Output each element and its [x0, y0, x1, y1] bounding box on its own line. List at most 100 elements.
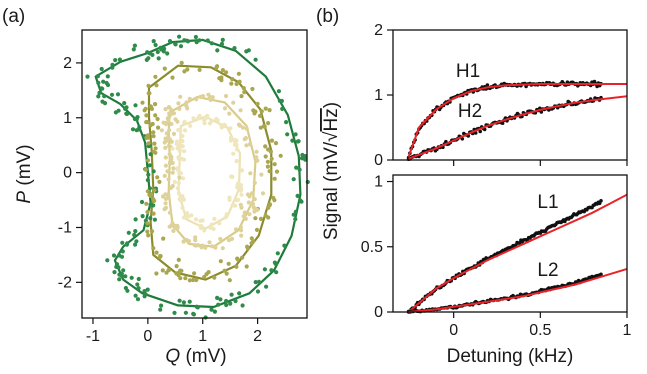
phase-point-1-45: [192, 271, 197, 276]
phase-point-0-173: [295, 139, 300, 144]
phase-point-1-90: [249, 236, 254, 241]
phase-point-1-1: [263, 154, 268, 159]
phase-point-3-75: [235, 147, 240, 152]
phase-point-1-145: [224, 70, 229, 75]
phase-point-0-145: [130, 127, 136, 132]
phase-point-0-23: [275, 251, 280, 256]
phase-point-1-63: [152, 188, 157, 193]
phase-point-0-150: [96, 94, 101, 99]
signal-point-H2-48: [478, 129, 483, 134]
phase-point-0-180: [102, 94, 107, 99]
phase-point-0-100: [293, 209, 298, 214]
phase-point-0-5: [293, 217, 298, 222]
x-axis-unit: (mV): [180, 346, 226, 367]
phase-point-1-68: [240, 255, 245, 260]
phase-point-3-12: [193, 217, 199, 222]
signal-y-tick-label: 2: [374, 22, 383, 39]
phase-point-2-93: [242, 210, 247, 215]
phase-point-0-60: [264, 284, 269, 289]
phase-point-3-60: [191, 116, 196, 121]
phase-point-1-139: [266, 215, 271, 220]
phase-point-1-102: [204, 272, 209, 277]
phase-point-3-82: [239, 168, 245, 173]
phase-point-1-52: [145, 158, 151, 163]
phase-point-1-81: [151, 211, 156, 216]
phase-point-3-47: [197, 113, 202, 118]
phase-point-2-80: [163, 201, 168, 206]
phase-point-1-72: [144, 113, 149, 118]
signal-y-tick-label: 1: [374, 174, 383, 191]
phase-point-0-13: [253, 57, 258, 62]
phase-point-3-71: [230, 174, 235, 179]
phase-point-0-131: [124, 111, 129, 116]
phase-point-2-28: [171, 166, 176, 171]
phase-point-0-142: [151, 203, 156, 208]
phase-point-0-160: [256, 279, 262, 284]
phase-point-0-120: [109, 92, 115, 97]
phase-x-tick-label: 2: [253, 328, 262, 345]
phase-point-1-135: [146, 83, 151, 88]
phase-point-3-6: [231, 151, 236, 156]
phase-point-0-16: [100, 99, 105, 104]
phase-point-3-80: [182, 149, 187, 154]
phase-point-3-45: [234, 142, 239, 147]
fit-curve-H1: [407, 83, 627, 158]
phase-point-2-89: [252, 209, 257, 214]
phase-point-3-91: [179, 156, 184, 161]
phase-point-0-52: [133, 103, 138, 108]
phase-point-1-110: [219, 78, 224, 83]
phase-point-1-141: [158, 254, 163, 259]
phase-point-0-53: [280, 106, 285, 111]
phase-point-0-137: [186, 39, 191, 44]
phase-point-2-88: [247, 142, 252, 147]
phase-point-0-163: [114, 262, 120, 267]
signal-low-series-labels: L1 L2: [537, 192, 558, 281]
phase-point-3-85: [182, 121, 187, 126]
phase-point-0-113: [212, 309, 217, 314]
phase-point-1-149: [266, 205, 271, 210]
phase-point-1-24: [153, 113, 158, 118]
signal-axis-prefix: Signal (mV/√: [321, 131, 342, 240]
phase-point-3-89: [211, 226, 216, 232]
phase-point-2-6: [252, 180, 257, 185]
phase-point-1-37: [153, 102, 158, 107]
fit-curve-L1: [407, 193, 628, 313]
phase-point-3-33: [222, 122, 227, 127]
phase-point-1-107: [214, 65, 219, 70]
phase-point-2-130: [176, 101, 181, 106]
phase-point-0-164: [143, 292, 148, 297]
phase-point-2-61: [171, 228, 176, 233]
phase-point-1-92: [143, 167, 148, 172]
phase-point-1-143: [176, 257, 181, 262]
phase-point-1-7: [253, 216, 258, 221]
phase-point-2-41: [241, 214, 246, 219]
phase-point-2-35: [222, 106, 228, 111]
phase-point-0-122: [146, 56, 151, 61]
phase-point-1-50: [154, 250, 159, 255]
phase-point-3-92: [238, 188, 243, 193]
phase-point-0-35: [158, 307, 163, 312]
phase-space-x-axis-title: Q (mV): [165, 346, 226, 367]
phase-point-0-157: [104, 80, 109, 86]
phase-point-1-105: [226, 261, 231, 266]
signal-high-plot: 0 1 2 H1 H2: [374, 22, 628, 169]
phase-point-3-74: [201, 117, 207, 122]
phase-point-2-106: [166, 192, 171, 197]
phase-point-0-88: [224, 302, 229, 308]
phase-point-1-94: [140, 100, 145, 105]
phase-point-0-42: [133, 229, 138, 234]
phase-point-2-104: [238, 108, 243, 113]
signal-high-series-labels: H1 H2: [456, 61, 482, 122]
phase-point-0-132: [291, 212, 296, 217]
phase-point-2-25: [248, 171, 253, 176]
phase-point-2-31: [227, 111, 232, 116]
phase-point-3-99: [172, 179, 177, 184]
phase-x-tick-label: -1: [86, 328, 100, 345]
phase-point-1-75: [151, 197, 156, 202]
phase-point-0-119: [295, 193, 300, 198]
phase-contour-0: [94, 38, 302, 309]
phase-point-0-7: [182, 38, 187, 43]
phase-point-2-34: [249, 191, 254, 196]
phase-point-2-42: [239, 233, 244, 238]
phase-point-2-73: [178, 94, 183, 99]
